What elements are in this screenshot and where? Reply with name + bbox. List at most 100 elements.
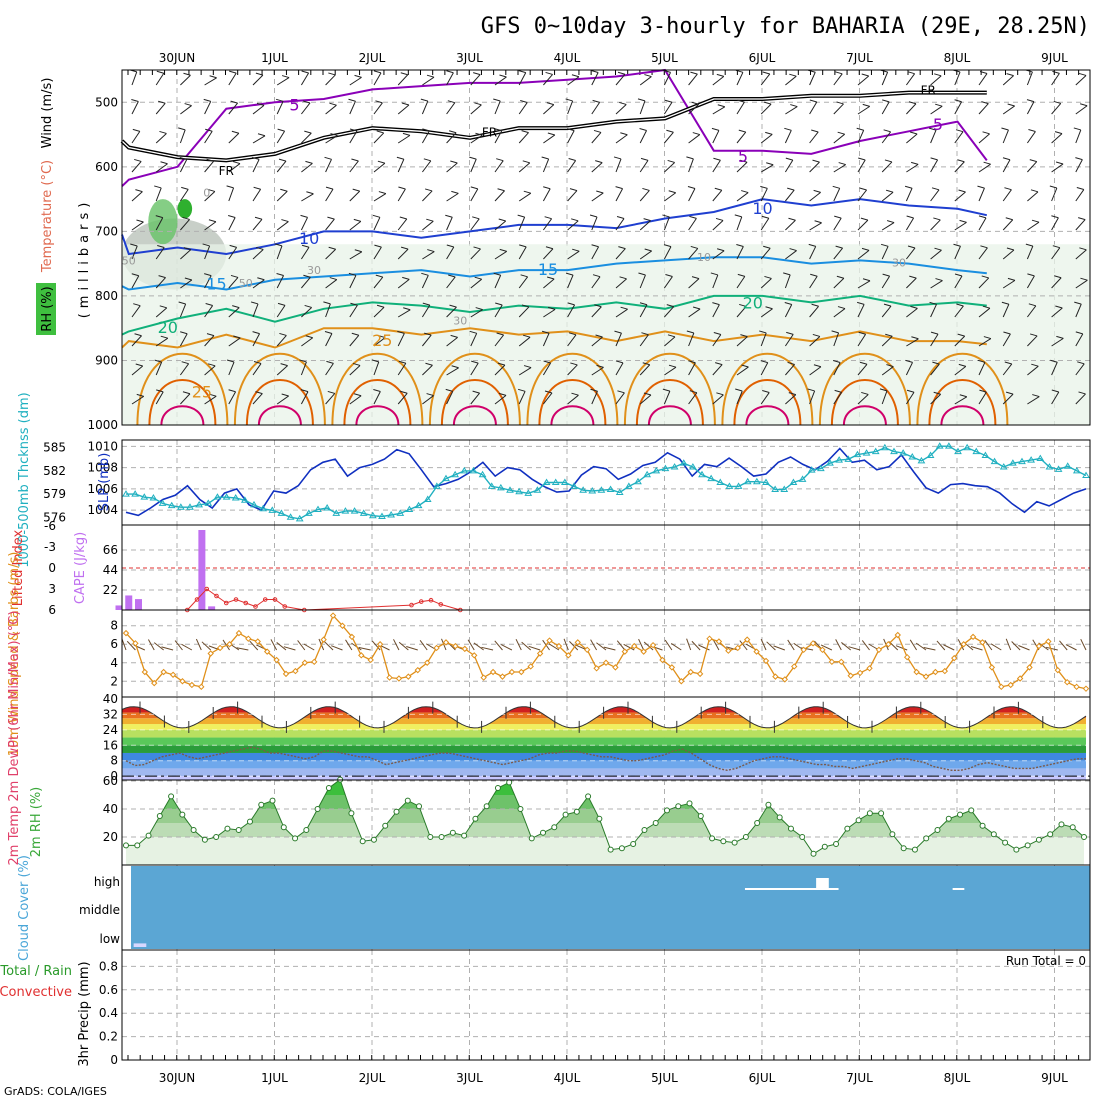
wind-barb (620, 132, 628, 136)
surface-wind-barb (270, 639, 278, 651)
wind-barb (639, 160, 649, 173)
wind-barb (639, 250, 652, 260)
surface-wind-barb (760, 638, 767, 651)
wind-barb (329, 102, 337, 106)
wind-barb (545, 246, 554, 250)
wind-barb (1031, 363, 1039, 367)
date-tick-bottom: 3JUL (456, 1071, 483, 1085)
wind-barb (402, 132, 411, 136)
wind-barb (954, 161, 965, 173)
wind-barb (977, 185, 985, 189)
surface-wind-barb (820, 644, 833, 651)
surface-wind-barb (923, 647, 936, 651)
wind-barb (736, 336, 748, 347)
wind-speed-marker (819, 646, 826, 654)
wind-barb (807, 388, 815, 392)
rh-shade-area (148, 199, 178, 245)
wind-barb (523, 365, 532, 369)
thickness-marker (186, 503, 194, 510)
wind-barb (276, 101, 284, 115)
rh-marker (325, 785, 332, 791)
surface-temperature-contour (233, 352, 326, 426)
wind-barb (930, 249, 942, 260)
wind-speed-marker (913, 668, 920, 676)
wind-barb (446, 102, 456, 115)
thickness-marker (816, 464, 825, 472)
wind-barb (615, 332, 622, 347)
pressure-tick-label: 1000 (87, 418, 118, 432)
wind-barb (155, 215, 163, 219)
wind-barb (934, 73, 942, 77)
wind-barb (591, 336, 603, 347)
wind-barb (692, 306, 701, 310)
surface-wind-barb (521, 641, 532, 651)
temp-tick-label: 32 (103, 707, 118, 721)
rh-marker (765, 801, 772, 808)
wind-barb (953, 243, 961, 247)
wind-barb (252, 333, 261, 347)
date-tick-top: 4JUL (554, 51, 581, 65)
wind-barb (275, 98, 284, 102)
wind-barb (158, 275, 166, 279)
wind-barb (494, 250, 508, 260)
wind-barb (663, 244, 672, 248)
wind-barb (736, 390, 743, 405)
wind-barb (518, 367, 532, 376)
wind-barb (664, 99, 673, 103)
wind-barb (760, 278, 772, 289)
wind-barb (204, 77, 217, 86)
wind-barb (498, 392, 507, 396)
wind-barb (1051, 247, 1061, 260)
wind-barb (375, 274, 383, 278)
wind-barb (857, 219, 869, 231)
contour-label: 5 (738, 147, 748, 166)
wind-barb (614, 330, 622, 334)
wind-barb (252, 393, 263, 405)
wind-barb (300, 72, 310, 86)
thickness-marker (1054, 465, 1063, 472)
wind-barb (978, 187, 985, 202)
wind-barb (494, 190, 505, 202)
wind-barb (857, 159, 866, 173)
temperature-contour (121, 198, 988, 256)
wind-barb (712, 250, 725, 260)
thickness-marker (423, 495, 432, 502)
contour-label: 10 (299, 229, 319, 248)
rh-marker (923, 835, 930, 842)
wind-barb (323, 301, 331, 305)
wind-speed-marker (687, 668, 694, 676)
wind-barb (421, 304, 431, 318)
wind-barb (567, 304, 576, 318)
wind-barb (712, 75, 725, 86)
surface-temperature-contour (148, 379, 217, 426)
wind-barb (688, 134, 701, 144)
wind-barb (663, 390, 671, 405)
temperature-legend-label: Temperature (°C) (40, 160, 55, 273)
date-tick-top: 9JUL (1041, 51, 1068, 65)
wind-barb (349, 190, 361, 202)
cloud-block (133, 943, 147, 947)
wind-barb (857, 130, 865, 144)
wind-barb (977, 359, 986, 363)
wind-barb (1051, 307, 1063, 318)
rh-marker (1002, 839, 1009, 846)
wind-barb (494, 394, 507, 405)
temp-color-band (122, 718, 1086, 725)
wind-barb (1028, 303, 1036, 307)
convective-label: Convective (0, 985, 72, 1000)
wind-barb (183, 72, 191, 76)
wind-barb (1055, 161, 1064, 165)
wind-barb (160, 335, 168, 339)
surface-wind-barb (324, 641, 334, 651)
wind-barb (567, 220, 579, 231)
wind-barb (325, 393, 336, 405)
wind-speed-marker (132, 640, 139, 647)
wind-barb (446, 72, 454, 86)
wind-barb (668, 364, 677, 368)
wind-barb (957, 159, 965, 163)
rh-marker (641, 827, 648, 833)
wind-speed-marker (536, 650, 544, 657)
wind-barb (349, 334, 360, 347)
wind-speed-marker (329, 612, 337, 619)
